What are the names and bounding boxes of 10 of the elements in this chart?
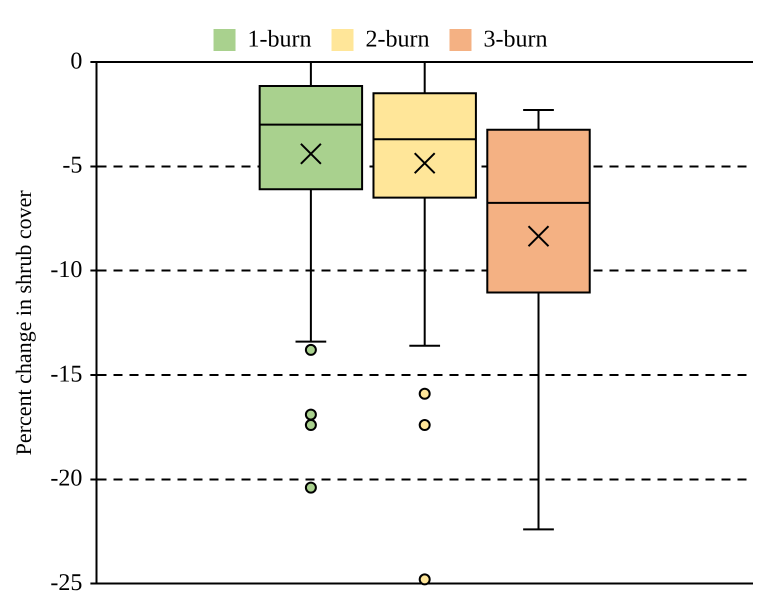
y-tick-label: 0 <box>70 48 82 74</box>
y-tick-label: -10 <box>50 256 82 283</box>
legend-label: 3-burn <box>483 26 548 52</box>
y-tick-label: -5 <box>62 152 82 179</box>
y-axis-title: Percent change in shrub cover <box>10 190 36 456</box>
y-tick-label: -25 <box>50 570 82 596</box>
y-tick-label: -20 <box>50 466 82 492</box>
legend-label: 2-burn <box>366 26 430 52</box>
y-tick-label: -15 <box>50 361 82 388</box>
legend-label: 1-burn <box>248 26 312 52</box>
